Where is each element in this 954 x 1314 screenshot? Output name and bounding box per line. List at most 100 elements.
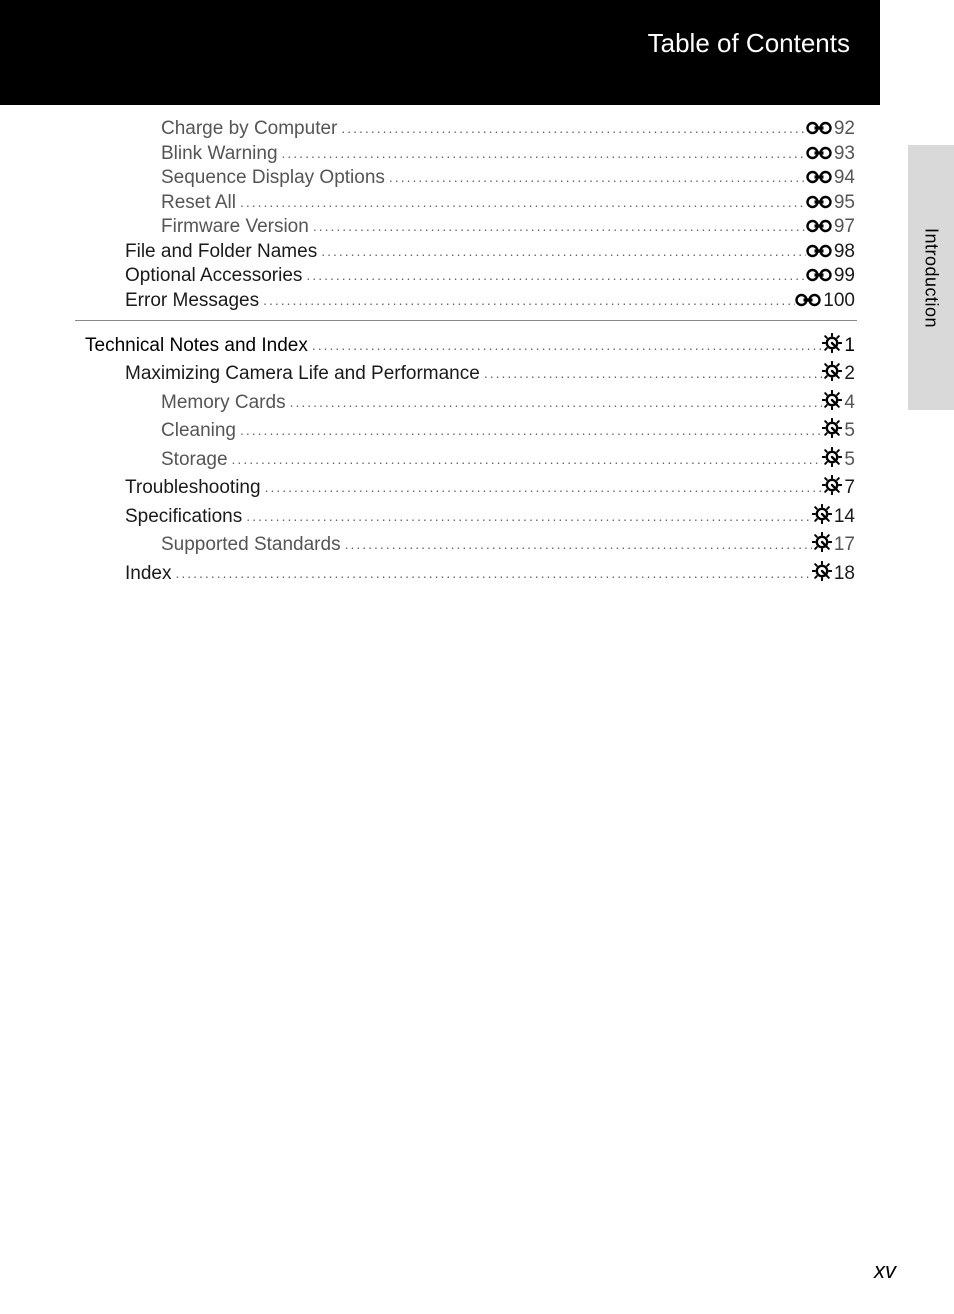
toc-entry-page: 1: [822, 331, 855, 355]
toc-group-2: Technical Notes and Index...............…: [85, 331, 855, 583]
toc-entry[interactable]: Cleaning................................…: [85, 416, 855, 440]
toc-dot-leader: ........................................…: [278, 146, 806, 160]
toc-entry-title: Blink Warning: [161, 144, 278, 163]
toc-entry-page: 97: [806, 216, 855, 236]
toc-dot-leader: ........................................…: [171, 566, 811, 580]
toc-entry-page: 18: [812, 559, 855, 583]
toc-entry-page-number: 2: [844, 364, 855, 383]
toc-entry-title: Firmware Version: [161, 217, 309, 236]
toc-entry[interactable]: Optional Accessories....................…: [85, 265, 855, 285]
toc-entry-page: 4: [822, 388, 855, 412]
link-icon: [806, 194, 832, 214]
link-icon: [806, 145, 832, 165]
toc-entry-page: 92: [806, 118, 855, 138]
link-icon: [806, 243, 832, 263]
toc-dot-leader: ........................................…: [286, 395, 823, 409]
toc-dot-leader: ........................................…: [242, 509, 812, 523]
toc-entry-title: Maximizing Camera Life and Performance: [125, 364, 480, 383]
info-icon: [822, 447, 842, 471]
toc-entry[interactable]: Charge by Computer......................…: [85, 118, 855, 138]
section-tab: Introduction: [908, 145, 954, 410]
toc-entry-page: 2: [822, 359, 855, 383]
toc-dot-leader: ........................................…: [337, 121, 805, 135]
toc-entry-title: File and Folder Names: [125, 242, 317, 261]
toc-entry-title: Memory Cards: [161, 393, 286, 412]
toc-entry-page-number: 95: [834, 193, 855, 212]
toc-dot-leader: ........................................…: [385, 170, 806, 184]
toc-dot-leader: ........................................…: [302, 268, 805, 282]
link-icon: [806, 120, 832, 140]
toc-entry-page-number: 97: [834, 217, 855, 236]
info-icon: [822, 475, 842, 499]
toc-entry[interactable]: Error Messages..........................…: [85, 290, 855, 310]
toc-entry[interactable]: Memory Cards............................…: [85, 388, 855, 412]
toc-entry-title: Error Messages: [125, 291, 259, 310]
toc-entry-page: 95: [806, 192, 855, 212]
toc-entry-page: 94: [806, 167, 855, 187]
toc-entry-title: Troubleshooting: [125, 478, 261, 497]
toc-entry-page-number: 94: [834, 168, 855, 187]
toc-entry-page: 100: [795, 290, 855, 310]
toc-entry-page: 5: [822, 416, 855, 440]
header-bar: Table of Contents: [0, 0, 880, 105]
toc-entry-title: Index: [125, 564, 171, 583]
toc-entry-title: Charge by Computer: [161, 119, 337, 138]
toc-entry-page: 14: [812, 502, 855, 526]
toc-entry-page: 7: [822, 473, 855, 497]
toc-entry-page-number: 1: [844, 336, 855, 355]
toc-entry[interactable]: Troubleshooting.........................…: [85, 473, 855, 497]
toc-dot-leader: ........................................…: [228, 452, 823, 466]
toc-entry[interactable]: Storage.................................…: [85, 445, 855, 469]
toc-entry-title: Technical Notes and Index: [85, 336, 308, 355]
toc-entry[interactable]: Index...................................…: [85, 559, 855, 583]
toc-entry-page: 5: [822, 445, 855, 469]
info-icon: [822, 418, 842, 442]
toc-entry-title: Supported Standards: [161, 535, 341, 554]
toc-entry-page: 17: [812, 530, 855, 554]
info-icon: [812, 532, 832, 556]
toc-entry[interactable]: Supported Standards.....................…: [85, 530, 855, 554]
section-divider: [75, 320, 857, 321]
toc-dot-leader: ........................................…: [317, 244, 806, 258]
toc-entry-page-number: 4: [844, 393, 855, 412]
toc-entry[interactable]: Specifications..........................…: [85, 502, 855, 526]
info-icon: [822, 361, 842, 385]
toc-dot-leader: ........................................…: [480, 366, 823, 380]
toc-entry-page-number: 92: [834, 119, 855, 138]
toc-entry[interactable]: Technical Notes and Index...............…: [85, 331, 855, 355]
toc-entry[interactable]: File and Folder Names...................…: [85, 241, 855, 261]
toc-entry-title: Sequence Display Options: [161, 168, 385, 187]
toc-dot-leader: ........................................…: [341, 537, 812, 551]
toc-entry-title: Storage: [161, 450, 228, 469]
info-icon: [822, 333, 842, 357]
toc-entry-page-number: 17: [834, 535, 855, 554]
page: Table of Contents Introduction Charge by…: [0, 0, 954, 1314]
toc-entry[interactable]: Maximizing Camera Life and Performance..…: [85, 359, 855, 383]
toc-dot-leader: ........................................…: [259, 293, 795, 307]
toc-entry[interactable]: Reset All...............................…: [85, 192, 855, 212]
toc-dot-leader: ........................................…: [236, 423, 822, 437]
toc-entry-title: Optional Accessories: [125, 266, 302, 285]
info-icon: [822, 390, 842, 414]
toc-dot-leader: ........................................…: [309, 219, 806, 233]
toc-entry-page-number: 5: [844, 450, 855, 469]
toc-dot-leader: ........................................…: [308, 338, 823, 352]
toc-entry-title: Reset All: [161, 193, 236, 212]
page-number: xv: [874, 1258, 896, 1284]
toc-entry-page-number: 99: [834, 266, 855, 285]
toc-content: Charge by Computer......................…: [85, 118, 855, 587]
toc-entry-title: Cleaning: [161, 421, 236, 440]
link-icon: [806, 169, 832, 189]
toc-dot-leader: ........................................…: [236, 195, 806, 209]
toc-entry-page-number: 93: [834, 144, 855, 163]
toc-entry-page: 93: [806, 143, 855, 163]
toc-dot-leader: ........................................…: [261, 480, 823, 494]
info-icon: [812, 504, 832, 528]
toc-entry[interactable]: Firmware Version........................…: [85, 216, 855, 236]
link-icon: [795, 292, 821, 312]
toc-entry-page-number: 18: [834, 564, 855, 583]
header-title: Table of Contents: [648, 28, 850, 59]
toc-entry[interactable]: Blink Warning...........................…: [85, 143, 855, 163]
link-icon: [806, 218, 832, 238]
toc-entry[interactable]: Sequence Display Options................…: [85, 167, 855, 187]
